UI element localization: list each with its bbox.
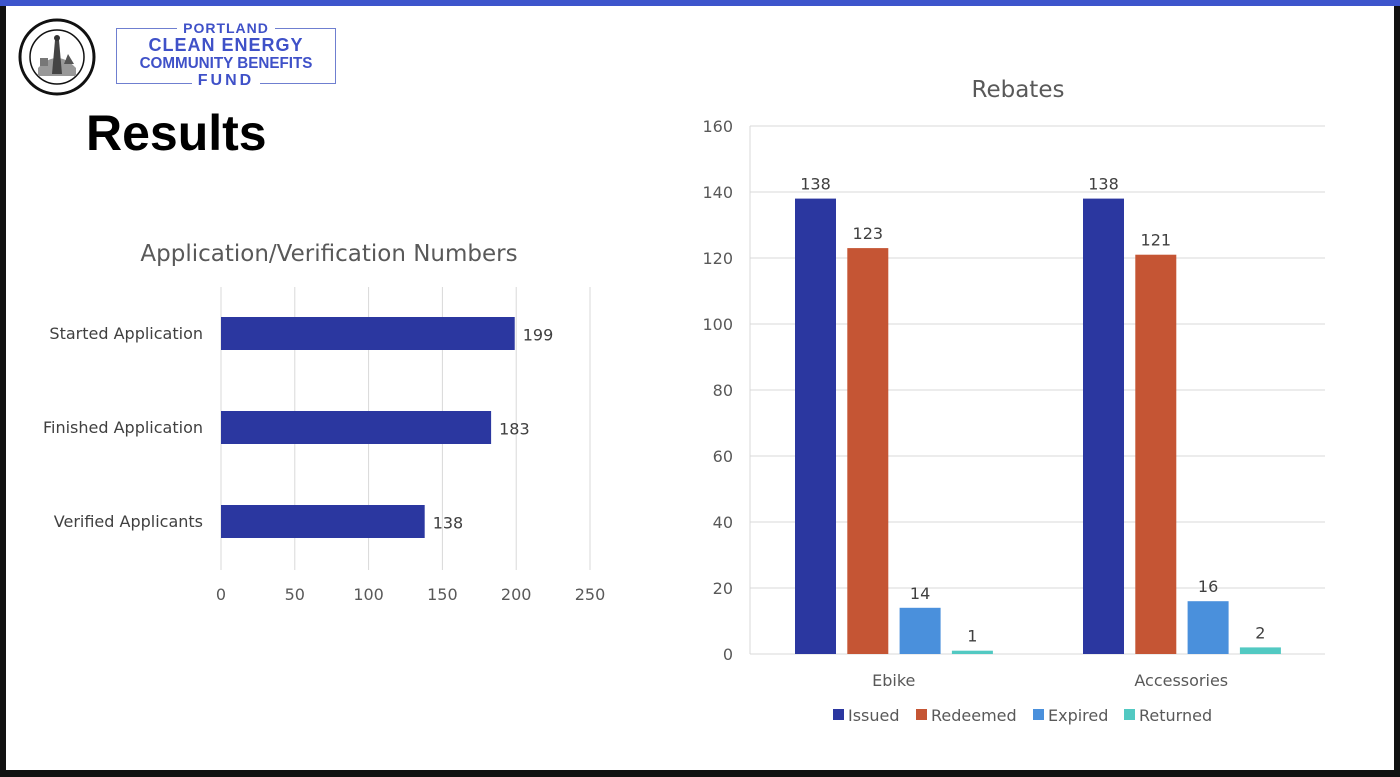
y-tick-label: 0 xyxy=(723,645,733,664)
chart2-title: Rebates xyxy=(972,77,1065,103)
legend-label-redeemed: Redeemed xyxy=(931,706,1017,725)
legend-swatch-expired xyxy=(1033,709,1044,720)
data-label: 121 xyxy=(1141,231,1172,250)
bar-ebike-returned xyxy=(951,650,993,654)
page-title: Results xyxy=(86,105,267,161)
y-tick-label: 60 xyxy=(713,447,733,466)
legend-swatch-issued xyxy=(833,709,844,720)
category-label: Accessories xyxy=(1134,671,1228,690)
top-accent-bar xyxy=(0,0,1400,6)
chart1-title: Application/Verification Numbers xyxy=(140,241,517,267)
y-tick-label: 140 xyxy=(702,183,733,202)
city-seal-logo xyxy=(18,18,96,96)
y-tick-label: 100 xyxy=(702,315,733,334)
clean-energy-fund-logo: PORTLAND CLEAN ENERGY COMMUNITY BENEFITS… xyxy=(116,20,336,89)
bar-ebike-redeemed xyxy=(847,248,889,654)
data-label: 138 xyxy=(433,514,464,533)
data-label: 123 xyxy=(853,224,884,243)
bar-accessories-returned xyxy=(1239,647,1281,654)
data-label: 16 xyxy=(1198,577,1218,596)
category-label: Finished Application xyxy=(43,418,203,437)
bar-started-application xyxy=(221,317,515,350)
legend-label-returned: Returned xyxy=(1139,706,1212,725)
x-tick-label: 200 xyxy=(501,585,532,604)
legend-swatch-redeemed xyxy=(916,709,927,720)
x-tick-label: 250 xyxy=(575,585,606,604)
bar-finished-application xyxy=(221,411,492,444)
data-label: 183 xyxy=(499,420,530,439)
data-label: 2 xyxy=(1255,623,1265,642)
data-label: 138 xyxy=(800,175,831,194)
legend-label-issued: Issued xyxy=(848,706,900,725)
bar-accessories-redeemed xyxy=(1135,254,1177,654)
bar-accessories-issued xyxy=(1083,198,1124,654)
data-label: 14 xyxy=(910,584,930,603)
data-label: 138 xyxy=(1088,175,1119,194)
y-tick-label: 40 xyxy=(713,513,733,532)
x-tick-label: 150 xyxy=(427,585,458,604)
category-label: Started Application xyxy=(49,324,203,343)
bar-ebike-expired xyxy=(899,607,941,654)
data-label: 199 xyxy=(523,326,554,345)
legend-swatch-returned xyxy=(1124,709,1135,720)
category-label: Ebike xyxy=(872,671,915,690)
bar-verified-applicants xyxy=(221,505,425,538)
data-label: 1 xyxy=(967,627,977,646)
x-tick-label: 0 xyxy=(216,585,226,604)
x-tick-label: 50 xyxy=(285,585,305,604)
legend-label-expired: Expired xyxy=(1048,706,1108,725)
x-tick-label: 100 xyxy=(353,585,384,604)
category-label: Verified Applicants xyxy=(54,512,203,531)
application-verification-chart: Application/Verification Numbers 0 50 100 1… xyxy=(43,241,605,604)
y-tick-label: 160 xyxy=(702,117,733,136)
bar-ebike-issued xyxy=(795,198,836,654)
y-tick-label: 120 xyxy=(702,249,733,268)
y-tick-label: 20 xyxy=(713,579,733,598)
y-tick-label: 80 xyxy=(713,381,733,400)
rebates-chart: Rebates 0 20 40 60 80 100 120 140 160 138 123 14 1 Eb… xyxy=(702,77,1325,725)
bar-accessories-expired xyxy=(1187,601,1229,654)
